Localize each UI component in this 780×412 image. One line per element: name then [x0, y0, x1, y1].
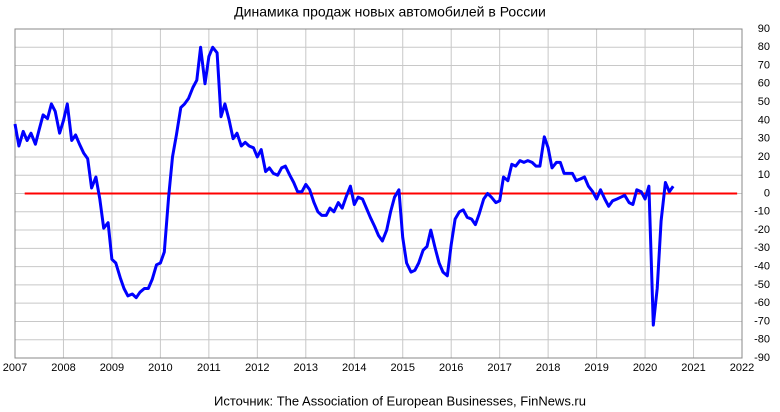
x-tick-label: 2015	[390, 362, 414, 374]
y-tick-label: -70	[754, 315, 770, 327]
x-tick-label: 2020	[633, 362, 657, 374]
y-tick-label: -40	[754, 261, 770, 273]
y-tick-label: 20	[758, 151, 770, 163]
y-tick-label: 40	[758, 114, 770, 126]
x-tick-label: 2011	[197, 362, 221, 374]
y-tick-label: -50	[754, 279, 770, 291]
y-tick-label: 30	[758, 133, 770, 145]
x-tick-label: 2021	[681, 362, 705, 374]
marks	[13, 45, 738, 327]
x-tick-label: 2022	[730, 362, 754, 374]
y-tick-label: 90	[758, 23, 770, 35]
y-tick-label: 0	[764, 187, 770, 199]
source: Источник: The Association of European Bu…	[214, 393, 586, 408]
x-tick-label: 2007	[3, 362, 27, 374]
y-tick-label: 60	[758, 78, 770, 90]
chart-title: Динамика продаж новых автомобилей в Росс…	[234, 4, 546, 20]
y-tick-label: 70	[758, 59, 770, 71]
y-tick-label: -10	[754, 206, 770, 218]
x-tick-label: 2009	[100, 362, 124, 374]
data-line	[13, 45, 675, 327]
x-tick-label: 2010	[148, 362, 172, 374]
x-tick-label: 2018	[536, 362, 560, 374]
x-tick-label: 2008	[51, 362, 75, 374]
plot-border	[14, 28, 743, 359]
y-tick-label: -30	[754, 242, 770, 254]
y-tick-label: 10	[758, 169, 770, 181]
x-tick-label: 2019	[584, 362, 608, 374]
x-tick-label: 2013	[294, 362, 318, 374]
y-tick-label: 80	[758, 41, 770, 53]
y-tick-label: -90	[754, 352, 770, 364]
x-tick-label: 2014	[342, 362, 366, 374]
x-tick-label: 2017	[487, 362, 511, 374]
x-tick-label: 2012	[245, 362, 269, 374]
y-tick-label: -20	[754, 224, 770, 236]
y-tick-label: 50	[758, 96, 770, 108]
x-tick-label: 2016	[439, 362, 463, 374]
y-tick-label: -80	[754, 334, 770, 346]
y-tick-label: -60	[754, 297, 770, 309]
